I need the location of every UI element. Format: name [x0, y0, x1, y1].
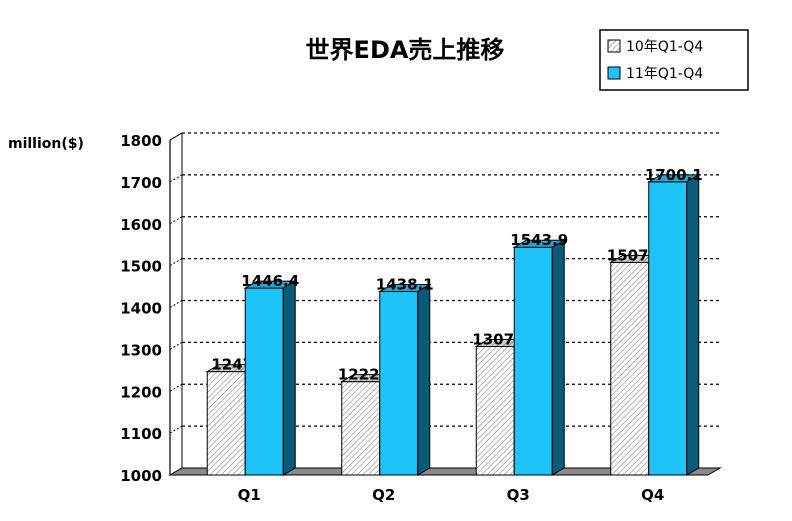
data-label: 1543.9 — [510, 231, 568, 249]
top-wall-edge — [169, 132, 183, 141]
legend-label-2010: 10年Q1-Q4 — [626, 39, 703, 55]
bar-2010-q2 — [341, 381, 381, 476]
bar-2011-q3 — [513, 246, 553, 476]
legend-swatch-2011 — [607, 66, 621, 80]
side-tick — [169, 383, 183, 392]
y-tick-label: 1600 — [120, 216, 162, 234]
bar-2011-q2 — [379, 291, 419, 476]
bar-2011-q4 — [648, 181, 688, 476]
side-tick — [169, 425, 183, 434]
side-tick — [169, 341, 183, 350]
chart-title: 世界EDA売上推移 — [306, 36, 505, 64]
data-label: 1700.1 — [645, 166, 703, 184]
side-tick — [169, 300, 183, 308]
y-tick-label: 1300 — [120, 341, 162, 359]
y-tick-label: 1700 — [120, 174, 162, 192]
bar-2010-q3 — [475, 345, 515, 476]
x-tick-label: Q2 — [372, 486, 395, 504]
y-tick-label: 1200 — [120, 383, 162, 401]
bar-2011-side — [551, 239, 565, 476]
data-label: 1438.1 — [376, 276, 434, 294]
bar-2011-side — [417, 283, 431, 476]
y-tick-label: 1100 — [120, 425, 162, 443]
legend-swatch-2010 — [607, 39, 621, 53]
y-tick-label: 1400 — [120, 300, 162, 318]
y-tick-label: 1500 — [120, 258, 162, 276]
y-tick-label: 1800 — [120, 132, 162, 150]
bar-2010-q1 — [206, 371, 246, 476]
x-tick-label: Q4 — [641, 486, 664, 504]
legend-label-2011: 11年Q1-Q4 — [626, 66, 703, 82]
side-tick — [169, 216, 183, 225]
bar-2011-side — [282, 280, 296, 476]
x-tick-label: Q3 — [507, 486, 530, 504]
plot-area: 1000 1100 1200 1300 1400 1500 1600 1700 1800 1247… — [120, 132, 722, 504]
data-label: 1247 — [211, 356, 253, 374]
y-tick-label: 1000 — [120, 467, 162, 485]
legend: 10年Q1-Q4 11年Q1-Q4 — [599, 29, 749, 91]
bar-2011-side — [686, 173, 700, 476]
bar-2011-q1 — [244, 287, 284, 476]
side-tick — [169, 258, 183, 267]
data-label: 1446.4 — [241, 272, 299, 290]
y-axis-label: million($) — [8, 136, 84, 152]
side-tick — [169, 174, 183, 183]
bar-2010-q4 — [610, 261, 650, 476]
x-tick-label: Q1 — [238, 486, 261, 504]
